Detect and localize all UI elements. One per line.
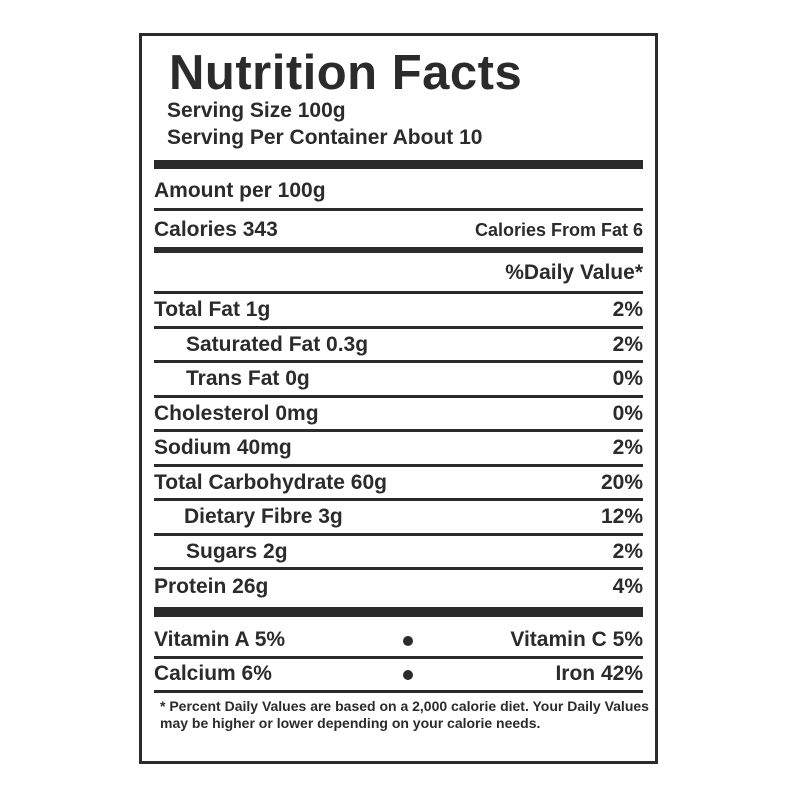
footnote: * Percent Daily Values are based on a 2,… (160, 698, 649, 731)
divider (154, 464, 643, 467)
nutrient-dv: 4% (612, 575, 643, 598)
nutrient-row-dietary-fibre: Dietary Fibre 3g 12% (184, 502, 643, 532)
nutrient-label: Dietary Fibre 3g (184, 505, 343, 528)
nutrient-dv: 0% (612, 402, 643, 425)
nutrient-dv: 0% (612, 367, 643, 390)
divider (154, 326, 643, 329)
servings-per-container: Serving Per Container About 10 (167, 126, 483, 149)
divider (154, 395, 643, 398)
nutrient-row-sugars: Sugars 2g 2% (186, 537, 643, 567)
nutrient-label: Trans Fat 0g (186, 367, 310, 390)
divider (154, 360, 643, 363)
nutrient-label: Total Carbohydrate 60g (154, 471, 387, 494)
nutrient-label: Cholesterol 0mg (154, 402, 319, 425)
nutrient-dv: 2% (612, 298, 643, 321)
vitamin-a: Vitamin A 5% (154, 628, 286, 651)
vitamin-row-2: Calcium 6% Iron 42% (154, 659, 643, 689)
thick-divider-top (154, 160, 643, 169)
daily-value-header: %Daily Value* (505, 261, 643, 284)
amount-per-row: Amount per 100g (154, 176, 643, 206)
thick-divider-bottom (154, 607, 643, 617)
nutrient-label: Total Fat 1g (154, 298, 271, 321)
nutrient-label: Sodium 40mg (154, 436, 292, 459)
nutrient-row-sodium: Sodium 40mg 2% (154, 433, 643, 463)
nutrient-row-total-fat: Total Fat 1g 2% (154, 295, 643, 325)
calories-row: Calories 343 Calories From Fat 6 (154, 215, 643, 245)
nutrient-label: Saturated Fat 0.3g (186, 333, 369, 356)
serving-size: Serving Size 100g (167, 99, 346, 122)
nutrient-row-cholesterol: Cholesterol 0mg 0% (154, 399, 643, 429)
nutrient-dv: 2% (612, 540, 643, 563)
vitamin-row-1: Vitamin A 5% Vitamin C 5% (154, 625, 643, 655)
vitamin-c: Vitamin C 5% (510, 628, 643, 651)
bullet-icon (403, 670, 413, 680)
label-title: Nutrition Facts (169, 46, 523, 100)
nutrient-label: Sugars 2g (186, 540, 288, 563)
nutrient-row-total-carbohydrate: Total Carbohydrate 60g 20% (154, 468, 643, 498)
iron: Iron 42% (555, 662, 643, 685)
nutrient-row-trans-fat: Trans Fat 0g 0% (186, 364, 643, 394)
divider (154, 208, 643, 211)
nutrient-dv: 2% (612, 436, 643, 459)
daily-value-header-row: %Daily Value* (154, 258, 643, 288)
divider (154, 690, 643, 693)
calories-from-fat: Calories From Fat 6 (474, 219, 643, 240)
medium-divider (154, 247, 643, 253)
nutrition-facts-label: Nutrition Facts Serving Size 100g Servin… (139, 33, 658, 764)
divider (154, 498, 643, 501)
nutrient-label: Protein 26g (154, 575, 269, 598)
amount-per-label: Amount per 100g (154, 179, 326, 202)
divider (154, 567, 643, 570)
bullet-icon (403, 636, 413, 646)
nutrient-dv: 20% (600, 471, 643, 494)
nutrient-row-protein: Protein 26g 4% (154, 572, 643, 602)
nutrient-dv: 12% (600, 505, 643, 528)
calcium: Calcium 6% (154, 662, 272, 685)
divider (154, 291, 643, 294)
divider (154, 533, 643, 536)
nutrient-dv: 2% (612, 333, 643, 356)
divider (154, 656, 643, 659)
calories-value: Calories 343 (154, 218, 278, 241)
nutrient-row-saturated-fat: Saturated Fat 0.3g 2% (186, 330, 643, 360)
divider (154, 429, 643, 432)
